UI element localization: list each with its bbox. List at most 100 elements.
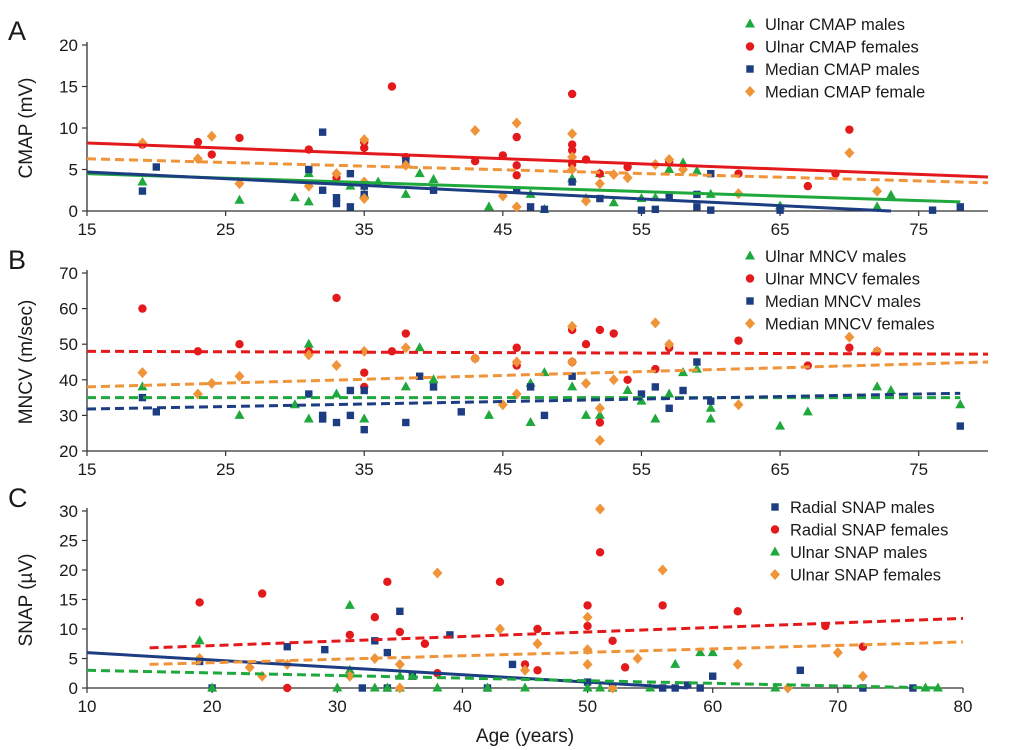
data-point	[235, 340, 244, 349]
data-point	[332, 199, 341, 208]
data-point	[360, 368, 369, 377]
data-point	[733, 399, 744, 411]
data-point	[234, 409, 245, 419]
data-point	[567, 356, 578, 368]
data-point	[770, 682, 781, 692]
legend-label: Median MNCV males	[765, 293, 921, 311]
data-point	[369, 682, 380, 692]
data-point	[679, 386, 687, 395]
data-point	[775, 420, 786, 430]
panel-b-x-tick-label: 75	[909, 460, 928, 479]
data-point	[595, 682, 606, 692]
trend-line	[149, 616, 964, 650]
data-point	[414, 342, 425, 352]
data-point	[396, 607, 404, 615]
data-point	[482, 682, 493, 692]
data-point	[383, 648, 392, 657]
data-point	[346, 411, 355, 420]
panel-c-x-tick-label: 50	[578, 697, 597, 716]
data-point	[359, 193, 370, 205]
data-point	[623, 375, 632, 384]
data-point	[844, 147, 855, 159]
panel-b-x-tick-label: 45	[493, 460, 512, 479]
data-point	[608, 374, 619, 386]
data-point	[382, 682, 393, 692]
data-point	[658, 601, 667, 610]
data-point	[520, 660, 530, 669]
panel-a-legend: Ulnar CMAP males Ulnar CMAP females Median…	[745, 16, 925, 102]
panel-a-y-tick-label: 20	[59, 36, 78, 55]
data-point	[470, 124, 481, 136]
data-point	[137, 367, 148, 379]
data-point	[257, 670, 268, 682]
data-point	[244, 661, 255, 673]
data-point	[432, 682, 443, 692]
data-point	[428, 374, 439, 384]
panel-b-x-tick-label: 25	[216, 460, 235, 479]
data-point	[526, 383, 535, 391]
data-point	[332, 682, 343, 692]
trend-line	[86, 157, 989, 185]
panel-a-x-tick-label: 65	[771, 220, 790, 239]
data-point	[402, 418, 410, 427]
data-point	[657, 564, 668, 576]
legend-label: Ulnar SNAP females	[790, 567, 941, 585]
panel-b-y-tick-label: 30	[59, 406, 78, 425]
data-point	[194, 635, 205, 645]
data-point	[332, 194, 341, 202]
panel-b: B 20 30 40 50 60 70 15 25 35 45 55 65 75 MNCV (m/sec) U…	[8, 245, 989, 479]
data-point	[512, 343, 521, 352]
data-point	[595, 503, 606, 515]
data-point	[802, 406, 813, 416]
data-point	[885, 384, 896, 394]
data-point	[582, 658, 593, 670]
data-point	[844, 331, 855, 343]
data-point	[346, 203, 355, 211]
data-point	[596, 194, 604, 203]
data-point	[696, 684, 704, 692]
panel-a-y-tick-label: 10	[59, 119, 78, 138]
legend-marker	[745, 250, 755, 260]
data-point	[567, 89, 577, 99]
panel-a-x-tick-label: 45	[493, 220, 512, 239]
panel-a-x-tick-label: 15	[78, 220, 97, 239]
trend-line	[86, 170, 892, 213]
data-point	[637, 390, 646, 398]
data-point	[709, 672, 717, 680]
data-point	[583, 601, 592, 610]
data-point	[594, 434, 605, 446]
data-point	[332, 418, 341, 427]
panel-a: A 0 5 10 15 20 15 25 35 45 55 65 75 CMAP (mV) Ulnar CM…	[8, 16, 989, 239]
data-point	[622, 384, 633, 394]
data-point	[318, 128, 327, 136]
data-point	[401, 329, 411, 338]
data-point	[608, 197, 619, 207]
panel-b-y-tick-label: 60	[59, 300, 78, 319]
legend-marker	[770, 569, 780, 580]
trend-line	[86, 668, 939, 690]
data-point	[707, 206, 715, 214]
legend-label: Median CMAP males	[765, 61, 920, 79]
data-point	[581, 409, 592, 419]
panel-b-y-tick-label: 20	[59, 442, 78, 461]
data-point	[665, 192, 673, 200]
panel-b-y-axis-label: MNCV (m/sec)	[16, 300, 37, 425]
panel-c-x-tick-label: 10	[78, 697, 97, 716]
data-point	[595, 418, 605, 427]
data-point	[885, 189, 896, 199]
panel-a-series-4	[137, 117, 883, 213]
panel-b-y-tick-label: 40	[59, 371, 78, 390]
data-point	[609, 329, 618, 338]
data-point	[207, 682, 218, 692]
data-point	[483, 201, 494, 211]
panel-a-y-tick-label: 0	[69, 202, 78, 221]
legend-marker	[745, 42, 755, 51]
data-point	[567, 128, 578, 140]
legend-marker	[745, 18, 755, 28]
data-point	[664, 154, 675, 166]
data-point	[511, 201, 522, 213]
panel-c-x-tick-label: 70	[828, 697, 847, 716]
data-point	[414, 168, 425, 178]
data-point	[928, 206, 937, 214]
data-point	[235, 133, 244, 143]
